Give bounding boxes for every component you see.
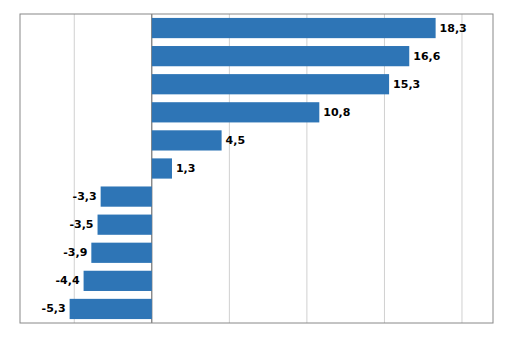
chart-svg: 18,3 16,6 15,3 10,8 4,5 1,3 -3,3 -3,5 -3,9 -4,4 -5…: [0, 0, 517, 337]
bar: [70, 299, 152, 319]
plot-background: [20, 14, 493, 323]
data-label: -3,3: [73, 190, 97, 203]
bar: [101, 186, 152, 206]
data-label: 18,3: [440, 22, 467, 35]
bar: [152, 102, 319, 122]
bar: [152, 158, 172, 178]
bars: [70, 18, 436, 319]
data-label: 16,6: [413, 50, 440, 63]
data-labels: 18,3 16,6 15,3 10,8 4,5 1,3 -3,3 -3,5 -3,9 -4,4 -5…: [42, 22, 467, 316]
bar: [152, 46, 409, 66]
grid: [74, 14, 462, 323]
bar: [152, 18, 436, 38]
bar: [152, 74, 389, 94]
data-label: -5,3: [42, 302, 66, 315]
data-label: 10,8: [323, 106, 350, 119]
data-label: -3,5: [69, 218, 93, 231]
grid-line: [461, 14, 462, 323]
bar: [91, 243, 151, 263]
data-label: -4,4: [56, 274, 80, 287]
data-label: 15,3: [393, 78, 420, 91]
page: {"chart_data": {"type": "bar", "orientat…: [0, 0, 517, 337]
plot-frame: [20, 14, 493, 323]
data-label: -3,9: [63, 246, 87, 259]
bar: [152, 130, 222, 150]
data-label: 4,5: [226, 134, 246, 147]
bar: [98, 215, 152, 235]
bar: [84, 271, 152, 291]
data-label: 1,3: [176, 162, 196, 175]
chart-container: 18,3 16,6 15,3 10,8 4,5 1,3 -3,3 -3,5 -3,9 -4,4 -5…: [0, 0, 517, 337]
